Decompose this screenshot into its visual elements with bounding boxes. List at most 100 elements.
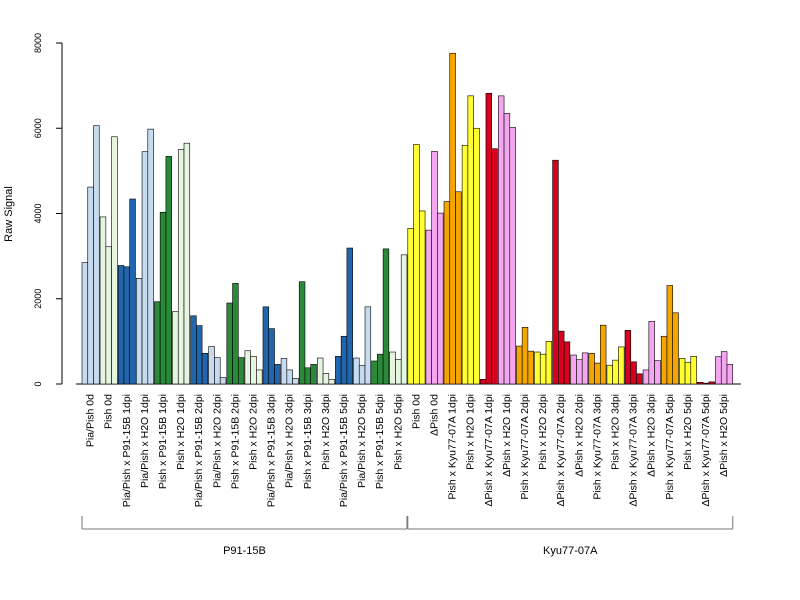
x-tick-label: Pish x H2O 1dpi [175, 394, 187, 470]
bar [678, 358, 686, 385]
bar [196, 325, 203, 385]
bar [660, 335, 668, 385]
bar [461, 145, 469, 385]
bar [129, 198, 136, 385]
bar [684, 361, 692, 385]
bar [304, 367, 312, 385]
bar [437, 212, 444, 385]
bar [581, 352, 589, 385]
bar [183, 142, 191, 385]
x-tick-label: Pish x Kyu77-07A 2dpi [519, 394, 531, 500]
bar [576, 359, 583, 385]
bar [389, 351, 396, 385]
bar [594, 362, 601, 385]
bar [99, 216, 107, 385]
bar [485, 92, 493, 385]
bar [364, 306, 372, 385]
bar [382, 248, 390, 385]
bracket-label: P91-15B [223, 545, 266, 557]
bars [81, 52, 734, 385]
bar [310, 364, 317, 385]
x-tick-label: Pish x H2O 1dpi [465, 394, 477, 470]
bar [232, 283, 239, 385]
x-tick-label: Pish x H2O 3dpi [320, 394, 332, 470]
bar [81, 262, 89, 385]
bar [105, 246, 112, 385]
bar [328, 379, 335, 385]
bar [509, 127, 516, 385]
x-tick-label: ΔPish x Kyu77-07A 5dpi [700, 394, 712, 507]
bar [377, 353, 384, 385]
bar [208, 346, 215, 385]
bar [87, 186, 94, 385]
bar [111, 136, 118, 385]
x-tick-label: Pia/Pish x P91-15B 5dpi [338, 394, 350, 507]
bar [527, 350, 534, 385]
bracket-label: Kyu77-07A [543, 545, 598, 557]
bar [346, 247, 353, 385]
bar [250, 355, 257, 385]
x-tick-label: ΔPish x H2O 1dpi [501, 394, 513, 477]
bar [690, 355, 697, 385]
y-axis-label: Raw Signal [3, 186, 15, 242]
bar [654, 360, 661, 385]
bar [358, 364, 366, 385]
bar [172, 311, 179, 385]
bar [395, 358, 402, 385]
x-tick-label: Pish x P91-15B 2dpi [229, 394, 241, 489]
x-tick-label: ΔPish x Kyu77-07A 2dpi [555, 394, 567, 507]
bar [201, 353, 209, 385]
bar [563, 341, 571, 385]
x-tick-labels: Pia/Pish 0d Pish 0d Pia/Pish x P91-15B 1dp… [85, 394, 731, 507]
x-tick-label: ΔPish x H2O 3dpi [646, 394, 658, 477]
bar [455, 191, 462, 385]
bar [418, 210, 426, 385]
bar [298, 281, 306, 385]
bar [214, 357, 221, 385]
bar [612, 359, 619, 385]
bar [165, 156, 172, 385]
bar [322, 373, 330, 385]
bar [618, 346, 625, 385]
bar [570, 354, 577, 385]
bar [190, 315, 197, 385]
x-tick-label: Pia/Pish x P91-15B 2dpi [193, 394, 205, 507]
bar [413, 144, 420, 385]
bar [268, 328, 275, 385]
bar [636, 373, 643, 385]
x-tick-label: Pish x H2O 5dpi [392, 394, 404, 470]
bar [521, 327, 529, 385]
y-tick-label: 8000 [33, 33, 43, 53]
x-tick-label: Pish 0d [410, 394, 422, 429]
x-tick-label: ΔPish x H2O 5dpi [718, 394, 730, 477]
x-tick-label: Pish x Kyu77-07A 1dpi [447, 394, 459, 500]
bar [516, 345, 523, 385]
bar [467, 95, 474, 385]
x-tick-label: Pia/Pish x H2O 5dpi [356, 394, 368, 488]
bar [642, 369, 650, 385]
bar [599, 324, 607, 385]
bar [624, 329, 632, 385]
bar [708, 381, 715, 385]
bar [449, 52, 456, 385]
x-tick-label: Pish x H2O 2dpi [248, 394, 260, 470]
bar [400, 254, 408, 385]
x-tick-label: Pish x P91-15B 1dpi [157, 394, 169, 489]
bar [552, 159, 559, 385]
bar [606, 364, 613, 385]
bar [697, 381, 704, 385]
bar [425, 229, 432, 385]
x-tick-label: Pia/Pish 0d [85, 394, 97, 447]
bar [497, 95, 505, 385]
y-axis: 0 2000 4000 6000 8000 [33, 33, 63, 387]
bar [443, 201, 451, 385]
bar [534, 351, 541, 385]
y-tick-label: 4000 [33, 203, 43, 223]
x-tick-label: ΔPish x H2O 2dpi [573, 394, 585, 477]
bar [280, 358, 288, 385]
group-brackets: P91-15B Kyu77-07A [81, 516, 734, 557]
bar [479, 379, 487, 385]
bar [256, 369, 263, 385]
bar [93, 125, 100, 385]
